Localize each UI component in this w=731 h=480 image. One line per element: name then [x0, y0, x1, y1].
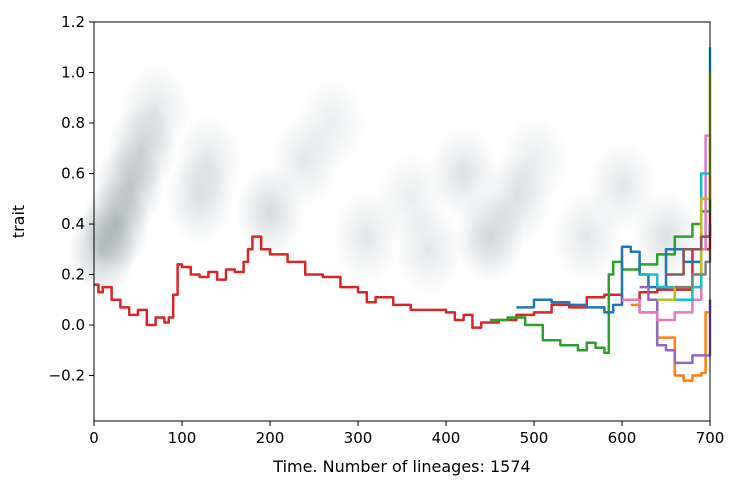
x-tick-label: 100 [168, 429, 197, 447]
y-tick-label: 0.0 [61, 316, 85, 334]
x-tick-label: 400 [432, 429, 461, 447]
density-blob [298, 77, 366, 169]
x-tick-label: 700 [696, 429, 725, 447]
y-tick-label: 0.2 [61, 266, 85, 284]
y-axis-ticks: −0.2 0.0 0.2 0.4 0.6 0.8 1.0 1.2 [49, 13, 94, 385]
y-tick-label: 0.6 [61, 165, 85, 183]
x-tick-label: 500 [520, 429, 549, 447]
density-heatmap [69, 64, 700, 295]
x-tick-label: 0 [89, 429, 99, 447]
x-tick-label: 300 [344, 429, 373, 447]
density-blob [500, 115, 568, 207]
x-tick-label: 600 [608, 429, 637, 447]
y-tick-label: 0.8 [61, 114, 85, 132]
density-blob [394, 203, 462, 295]
y-tick-label: 0.4 [61, 215, 85, 233]
x-axis-label: Time. Number of lineages: 1574 [272, 457, 530, 476]
x-tick-label: 200 [256, 429, 285, 447]
y-tick-label: −0.2 [49, 367, 85, 385]
y-tick-label: 1.0 [61, 64, 85, 82]
y-axis-label: trait [9, 205, 28, 238]
x-axis-ticks: 0 100 200 300 400 500 600 700 [89, 421, 724, 447]
density-blob [174, 115, 242, 207]
y-tick-label: 1.2 [61, 13, 85, 31]
